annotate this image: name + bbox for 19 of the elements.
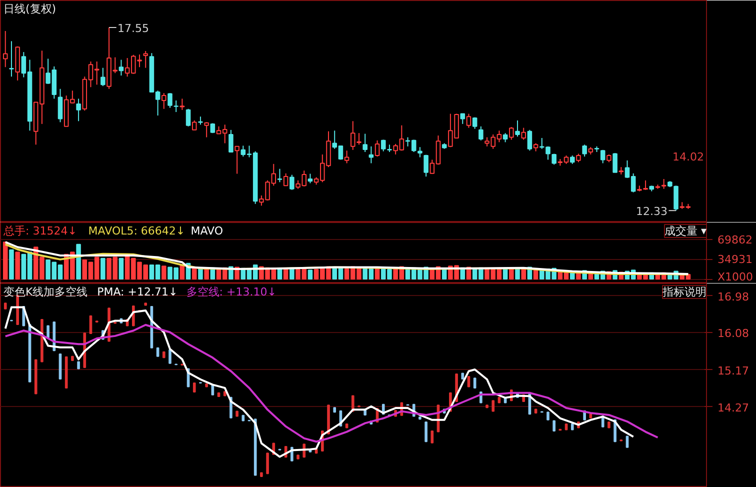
y-tick-label: 15.17 [718, 364, 749, 378]
series-label: MAVOL5: 66642↓ [88, 224, 186, 238]
annotation: 17.55 [118, 22, 150, 36]
annotation: 指标说明 [662, 286, 706, 298]
y-tick-label: X1000 [718, 270, 754, 284]
series-label: PMA: +12.71↓ [97, 286, 178, 298]
y-tick-label: 16.08 [718, 327, 749, 340]
text: MAVO [190, 224, 224, 238]
y-tick-label: 14.27 [718, 401, 749, 414]
annotation: 12.33 [636, 205, 668, 218]
annotation: 成交量 ▾ [664, 224, 707, 238]
text: 多空线: +13.10↓ [186, 286, 276, 298]
annotation: 14.02 [672, 150, 704, 164]
y-tick-label: 69862 [718, 233, 752, 246]
y-tick-label: 34931 [718, 252, 752, 266]
series-label: 总手: 31524↓ [2, 224, 77, 238]
chart-title: 变色K线加多空线 [4, 286, 88, 298]
chart-title: 日线(复权) [4, 2, 56, 16]
y-tick-label: 16.98 [718, 290, 749, 304]
